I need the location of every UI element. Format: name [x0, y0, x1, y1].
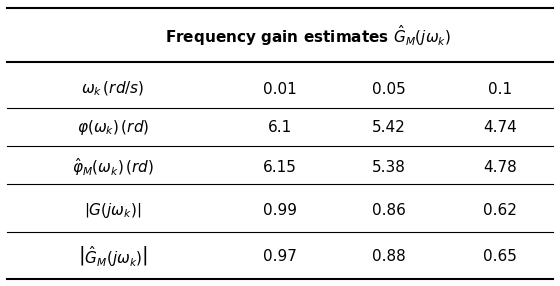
Text: 0.1: 0.1 [488, 82, 512, 97]
Text: $\varphi(\omega_{k})\,(rd)$: $\varphi(\omega_{k})\,(rd)$ [77, 118, 149, 137]
Text: 0.97: 0.97 [263, 249, 297, 264]
Text: 0.88: 0.88 [372, 249, 405, 264]
Text: 0.62: 0.62 [483, 203, 517, 219]
Text: 0.99: 0.99 [263, 203, 297, 219]
Text: 0.05: 0.05 [372, 82, 405, 97]
Text: 0.65: 0.65 [483, 249, 517, 264]
Text: 6.1: 6.1 [268, 120, 292, 135]
Text: 5.42: 5.42 [372, 120, 405, 135]
Text: Frequency gain estimates $\hat{G}_{M}(j\omega_{k})$: Frequency gain estimates $\hat{G}_{M}(j\… [165, 23, 451, 48]
Text: 4.78: 4.78 [483, 160, 517, 174]
Text: 0.86: 0.86 [372, 203, 405, 219]
Text: $\hat{\varphi}_{M}(\omega_{k})\,(rd)$: $\hat{\varphi}_{M}(\omega_{k})\,(rd)$ [72, 156, 154, 178]
Text: 4.74: 4.74 [483, 120, 517, 135]
Text: $\omega_{k}\,(rd/s)$: $\omega_{k}\,(rd/s)$ [81, 80, 144, 98]
Text: $\left|G(j\omega_{k})\right|$: $\left|G(j\omega_{k})\right|$ [84, 201, 142, 221]
Text: $\left|\hat{G}_{M}(j\omega_{k})\right|$: $\left|\hat{G}_{M}(j\omega_{k})\right|$ [78, 244, 148, 269]
Text: 6.15: 6.15 [263, 160, 297, 174]
Text: 0.01: 0.01 [263, 82, 297, 97]
Text: 5.38: 5.38 [372, 160, 405, 174]
